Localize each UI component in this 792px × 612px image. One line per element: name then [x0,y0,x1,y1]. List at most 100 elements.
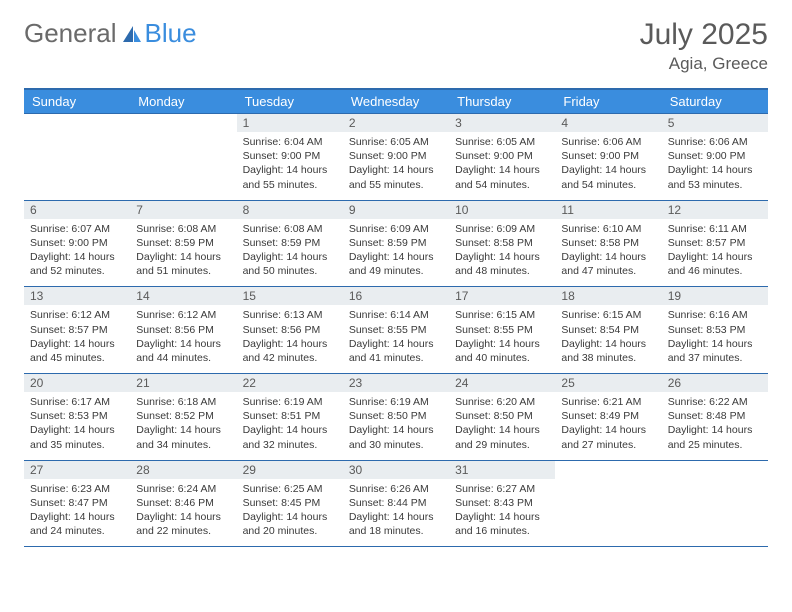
day-body: Sunrise: 6:27 AMSunset: 8:43 PMDaylight:… [449,479,555,547]
sunset-text: Sunset: 8:53 PM [668,323,762,337]
sunset-text: Sunset: 8:48 PM [668,409,762,423]
sunset-text: Sunset: 8:43 PM [455,496,549,510]
calendar-day-cell: 26Sunrise: 6:22 AMSunset: 8:48 PMDayligh… [662,374,768,461]
sunset-text: Sunset: 8:57 PM [668,236,762,250]
sunset-text: Sunset: 9:00 PM [30,236,124,250]
calendar-week-row: 6Sunrise: 6:07 AMSunset: 9:00 PMDaylight… [24,200,768,287]
sunset-text: Sunset: 8:56 PM [136,323,230,337]
daylight-text: Daylight: 14 hours and 46 minutes. [668,250,762,278]
sunrise-text: Sunrise: 6:11 AM [668,222,762,236]
day-body: Sunrise: 6:15 AMSunset: 8:55 PMDaylight:… [449,305,555,373]
sunrise-text: Sunrise: 6:04 AM [243,135,337,149]
sunrise-text: Sunrise: 6:24 AM [136,482,230,496]
sunset-text: Sunset: 8:59 PM [349,236,443,250]
day-number: 18 [555,287,661,305]
sunrise-text: Sunrise: 6:16 AM [668,308,762,322]
daylight-text: Daylight: 14 hours and 16 minutes. [455,510,549,538]
day-body: Sunrise: 6:24 AMSunset: 8:46 PMDaylight:… [130,479,236,547]
day-body: Sunrise: 6:18 AMSunset: 8:52 PMDaylight:… [130,392,236,460]
sunrise-text: Sunrise: 6:14 AM [349,308,443,322]
sunrise-text: Sunrise: 6:07 AM [30,222,124,236]
day-body: Sunrise: 6:25 AMSunset: 8:45 PMDaylight:… [237,479,343,547]
daylight-text: Daylight: 14 hours and 48 minutes. [455,250,549,278]
calendar-day-cell: 2Sunrise: 6:05 AMSunset: 9:00 PMDaylight… [343,114,449,201]
calendar-day-cell: 24Sunrise: 6:20 AMSunset: 8:50 PMDayligh… [449,374,555,461]
logo-sail-icon [121,24,143,44]
daylight-text: Daylight: 14 hours and 24 minutes. [30,510,124,538]
logo-text-1: General [24,18,117,49]
sunset-text: Sunset: 9:00 PM [349,149,443,163]
daylight-text: Daylight: 14 hours and 29 minutes. [455,423,549,451]
calendar-day-cell: 9Sunrise: 6:09 AMSunset: 8:59 PMDaylight… [343,200,449,287]
sunrise-text: Sunrise: 6:23 AM [30,482,124,496]
sunset-text: Sunset: 9:00 PM [455,149,549,163]
calendar-day-cell: 5Sunrise: 6:06 AMSunset: 9:00 PMDaylight… [662,114,768,201]
calendar-day-cell: 21Sunrise: 6:18 AMSunset: 8:52 PMDayligh… [130,374,236,461]
calendar-day-cell: 6Sunrise: 6:07 AMSunset: 9:00 PMDaylight… [24,200,130,287]
day-number: 29 [237,461,343,479]
day-number: 30 [343,461,449,479]
sunset-text: Sunset: 8:45 PM [243,496,337,510]
sunset-text: Sunset: 8:55 PM [455,323,549,337]
calendar-day-cell: 10Sunrise: 6:09 AMSunset: 8:58 PMDayligh… [449,200,555,287]
day-body: Sunrise: 6:11 AMSunset: 8:57 PMDaylight:… [662,219,768,287]
calendar-day-cell [662,460,768,547]
weekday-header: Tuesday [237,89,343,114]
sunset-text: Sunset: 8:44 PM [349,496,443,510]
sunrise-text: Sunrise: 6:19 AM [243,395,337,409]
calendar-day-cell: 1Sunrise: 6:04 AMSunset: 9:00 PMDaylight… [237,114,343,201]
calendar-day-cell: 23Sunrise: 6:19 AMSunset: 8:50 PMDayligh… [343,374,449,461]
daylight-text: Daylight: 14 hours and 55 minutes. [243,163,337,191]
calendar-day-cell: 19Sunrise: 6:16 AMSunset: 8:53 PMDayligh… [662,287,768,374]
logo: General Blue [24,18,197,49]
sunset-text: Sunset: 9:00 PM [561,149,655,163]
day-number: 13 [24,287,130,305]
sunset-text: Sunset: 9:00 PM [668,149,762,163]
sunrise-text: Sunrise: 6:08 AM [136,222,230,236]
daylight-text: Daylight: 14 hours and 25 minutes. [668,423,762,451]
day-body: Sunrise: 6:09 AMSunset: 8:58 PMDaylight:… [449,219,555,287]
sunrise-text: Sunrise: 6:09 AM [349,222,443,236]
calendar-day-cell: 7Sunrise: 6:08 AMSunset: 8:59 PMDaylight… [130,200,236,287]
sunset-text: Sunset: 8:47 PM [30,496,124,510]
day-body: Sunrise: 6:05 AMSunset: 9:00 PMDaylight:… [343,132,449,200]
day-number: 19 [662,287,768,305]
daylight-text: Daylight: 14 hours and 18 minutes. [349,510,443,538]
sunset-text: Sunset: 8:53 PM [30,409,124,423]
weekday-header: Thursday [449,89,555,114]
location: Agia, Greece [640,54,768,74]
sunrise-text: Sunrise: 6:10 AM [561,222,655,236]
sunset-text: Sunset: 9:00 PM [243,149,337,163]
calendar-day-cell: 3Sunrise: 6:05 AMSunset: 9:00 PMDaylight… [449,114,555,201]
day-number: 27 [24,461,130,479]
daylight-text: Daylight: 14 hours and 34 minutes. [136,423,230,451]
sunrise-text: Sunrise: 6:19 AM [349,395,443,409]
sunrise-text: Sunrise: 6:09 AM [455,222,549,236]
day-number: 20 [24,374,130,392]
day-number: 16 [343,287,449,305]
calendar-week-row: 13Sunrise: 6:12 AMSunset: 8:57 PMDayligh… [24,287,768,374]
header: General Blue July 2025 Agia, Greece [24,18,768,74]
daylight-text: Daylight: 14 hours and 32 minutes. [243,423,337,451]
day-body: Sunrise: 6:16 AMSunset: 8:53 PMDaylight:… [662,305,768,373]
calendar-day-cell: 28Sunrise: 6:24 AMSunset: 8:46 PMDayligh… [130,460,236,547]
daylight-text: Daylight: 14 hours and 49 minutes. [349,250,443,278]
sunrise-text: Sunrise: 6:25 AM [243,482,337,496]
weekday-header: Monday [130,89,236,114]
logo-text-2: Blue [145,18,197,49]
calendar-day-cell: 25Sunrise: 6:21 AMSunset: 8:49 PMDayligh… [555,374,661,461]
calendar-day-cell: 27 Sunrise: 6:23 AMSunset: 8:47 PMDayligh… [24,460,130,547]
day-body: Sunrise: 6:17 AMSunset: 8:53 PMDaylight:… [24,392,130,460]
sunset-text: Sunset: 8:55 PM [349,323,443,337]
calendar-day-cell: 17Sunrise: 6:15 AMSunset: 8:55 PMDayligh… [449,287,555,374]
daylight-text: Daylight: 14 hours and 47 minutes. [561,250,655,278]
day-body: Sunrise: 6:22 AMSunset: 8:48 PMDaylight:… [662,392,768,460]
calendar-week-row: 1Sunrise: 6:04 AMSunset: 9:00 PMDaylight… [24,114,768,201]
weekday-header: Saturday [662,89,768,114]
sunset-text: Sunset: 8:59 PM [243,236,337,250]
sunrise-text: Sunrise: 6:17 AM [30,395,124,409]
sunrise-text: Sunrise: 6:05 AM [455,135,549,149]
daylight-text: Daylight: 14 hours and 53 minutes. [668,163,762,191]
daylight-text: Daylight: 14 hours and 30 minutes. [349,423,443,451]
sunset-text: Sunset: 8:51 PM [243,409,337,423]
